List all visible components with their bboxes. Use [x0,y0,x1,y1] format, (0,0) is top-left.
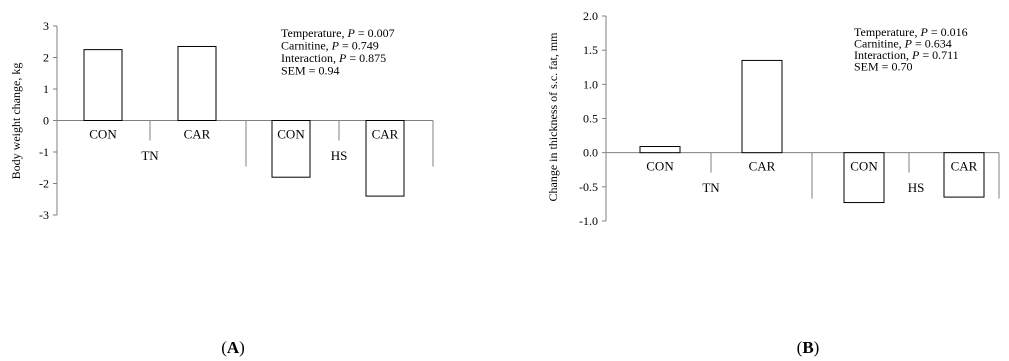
y-tick-label: 1.5 [583,43,598,57]
stat-label: Carnitine, [854,37,905,51]
bar-hs-con [843,152,885,204]
y-tick-label: 0 [43,114,49,128]
stat-value: = 0.634 [912,37,952,51]
stat-label: Carnitine, [281,39,332,53]
y-tick-label: 1.0 [583,77,598,91]
stat-value: = 0.711 [919,48,958,62]
stat-annotation: Interaction, P = 0.711 [854,48,959,62]
category-label: CON [850,159,878,174]
y-tick-label: -3 [39,208,49,222]
panel-label: (B) [797,338,820,357]
y-tick-label: 1 [43,82,49,96]
category-label: CAR [749,159,776,174]
category-label: CON [646,159,674,174]
stat-value: = 0.749 [339,39,379,53]
group-label: TN [141,148,159,163]
bar-hs-car [365,120,405,197]
stat-p-symbol: P [911,48,920,62]
stat-annotation: Carnitine, P = 0.634 [854,37,952,51]
stat-p-symbol: P [904,37,913,51]
stat-annotation: Temperature, P = 0.007 [281,26,395,40]
stat-label: Interaction, [281,51,339,65]
y-axis-label: Body weight change, kg [9,63,23,180]
bar-hs-car [943,152,985,198]
y-tick-label: 0.5 [583,112,598,126]
bar-tn-con [83,49,123,121]
y-tick-label: 2.0 [583,9,598,23]
stat-annotation: Temperature, P = 0.016 [854,25,968,39]
stat-annotation: SEM = 0.70 [854,60,912,74]
stat-label: SEM = 0.94 [281,64,339,78]
category-label: CON [277,127,305,142]
stat-p-symbol: P [338,51,347,65]
y-tick-label: -1 [39,145,49,159]
category-label: CAR [184,127,211,142]
stat-value: = 0.875 [346,51,386,65]
y-tick-label: 2 [43,51,49,65]
stat-value: = 0.016 [928,25,968,39]
panel-label: (A) [221,338,245,357]
group-label: HS [331,148,348,163]
bar-tn-con [639,146,681,154]
y-tick-label: -0.5 [579,180,598,194]
category-label: CAR [951,159,978,174]
group-label: HS [908,180,925,195]
bar-tn-car [741,59,783,154]
group-label: TN [702,180,720,195]
y-tick-label: 0.0 [583,146,598,160]
stat-label: Temperature, [281,26,347,40]
stat-label: SEM = 0.70 [854,60,912,74]
y-axis-label: Change in thickness of s.c. fat, mm [546,32,560,202]
chart-panel-b: 2.0 1.5 1.0 0.5 0.0 -0.5 -1.0 CON CAR TN CON CAR HS T… [546,9,1000,357]
panel-letter: A [227,338,240,357]
bar-hs-con [271,120,311,178]
stat-p-symbol: P [346,26,355,40]
stat-label: Temperature, [854,25,920,39]
stat-value: = 0.007 [355,26,395,40]
y-tick-label: -1.0 [579,214,598,228]
stat-annotation: SEM = 0.94 [281,64,339,78]
stat-label: Interaction, [854,48,912,62]
stat-annotation: Carnitine, P = 0.749 [281,39,379,53]
category-label: CON [89,127,117,142]
y-tick-label: -2 [39,177,49,191]
category-label: CAR [372,127,399,142]
stat-annotation: Interaction, P = 0.875 [281,51,386,65]
y-tick-label: 3 [43,19,49,33]
stat-p-symbol: P [331,39,340,53]
panel-letter: B [802,338,813,357]
bar-tn-car [177,45,217,121]
chart-panel-a: 3 2 1 0 -1 -2 -3 CON CAR TN CON CAR HS Temperature, P… [9,19,434,357]
stat-p-symbol: P [919,25,928,39]
